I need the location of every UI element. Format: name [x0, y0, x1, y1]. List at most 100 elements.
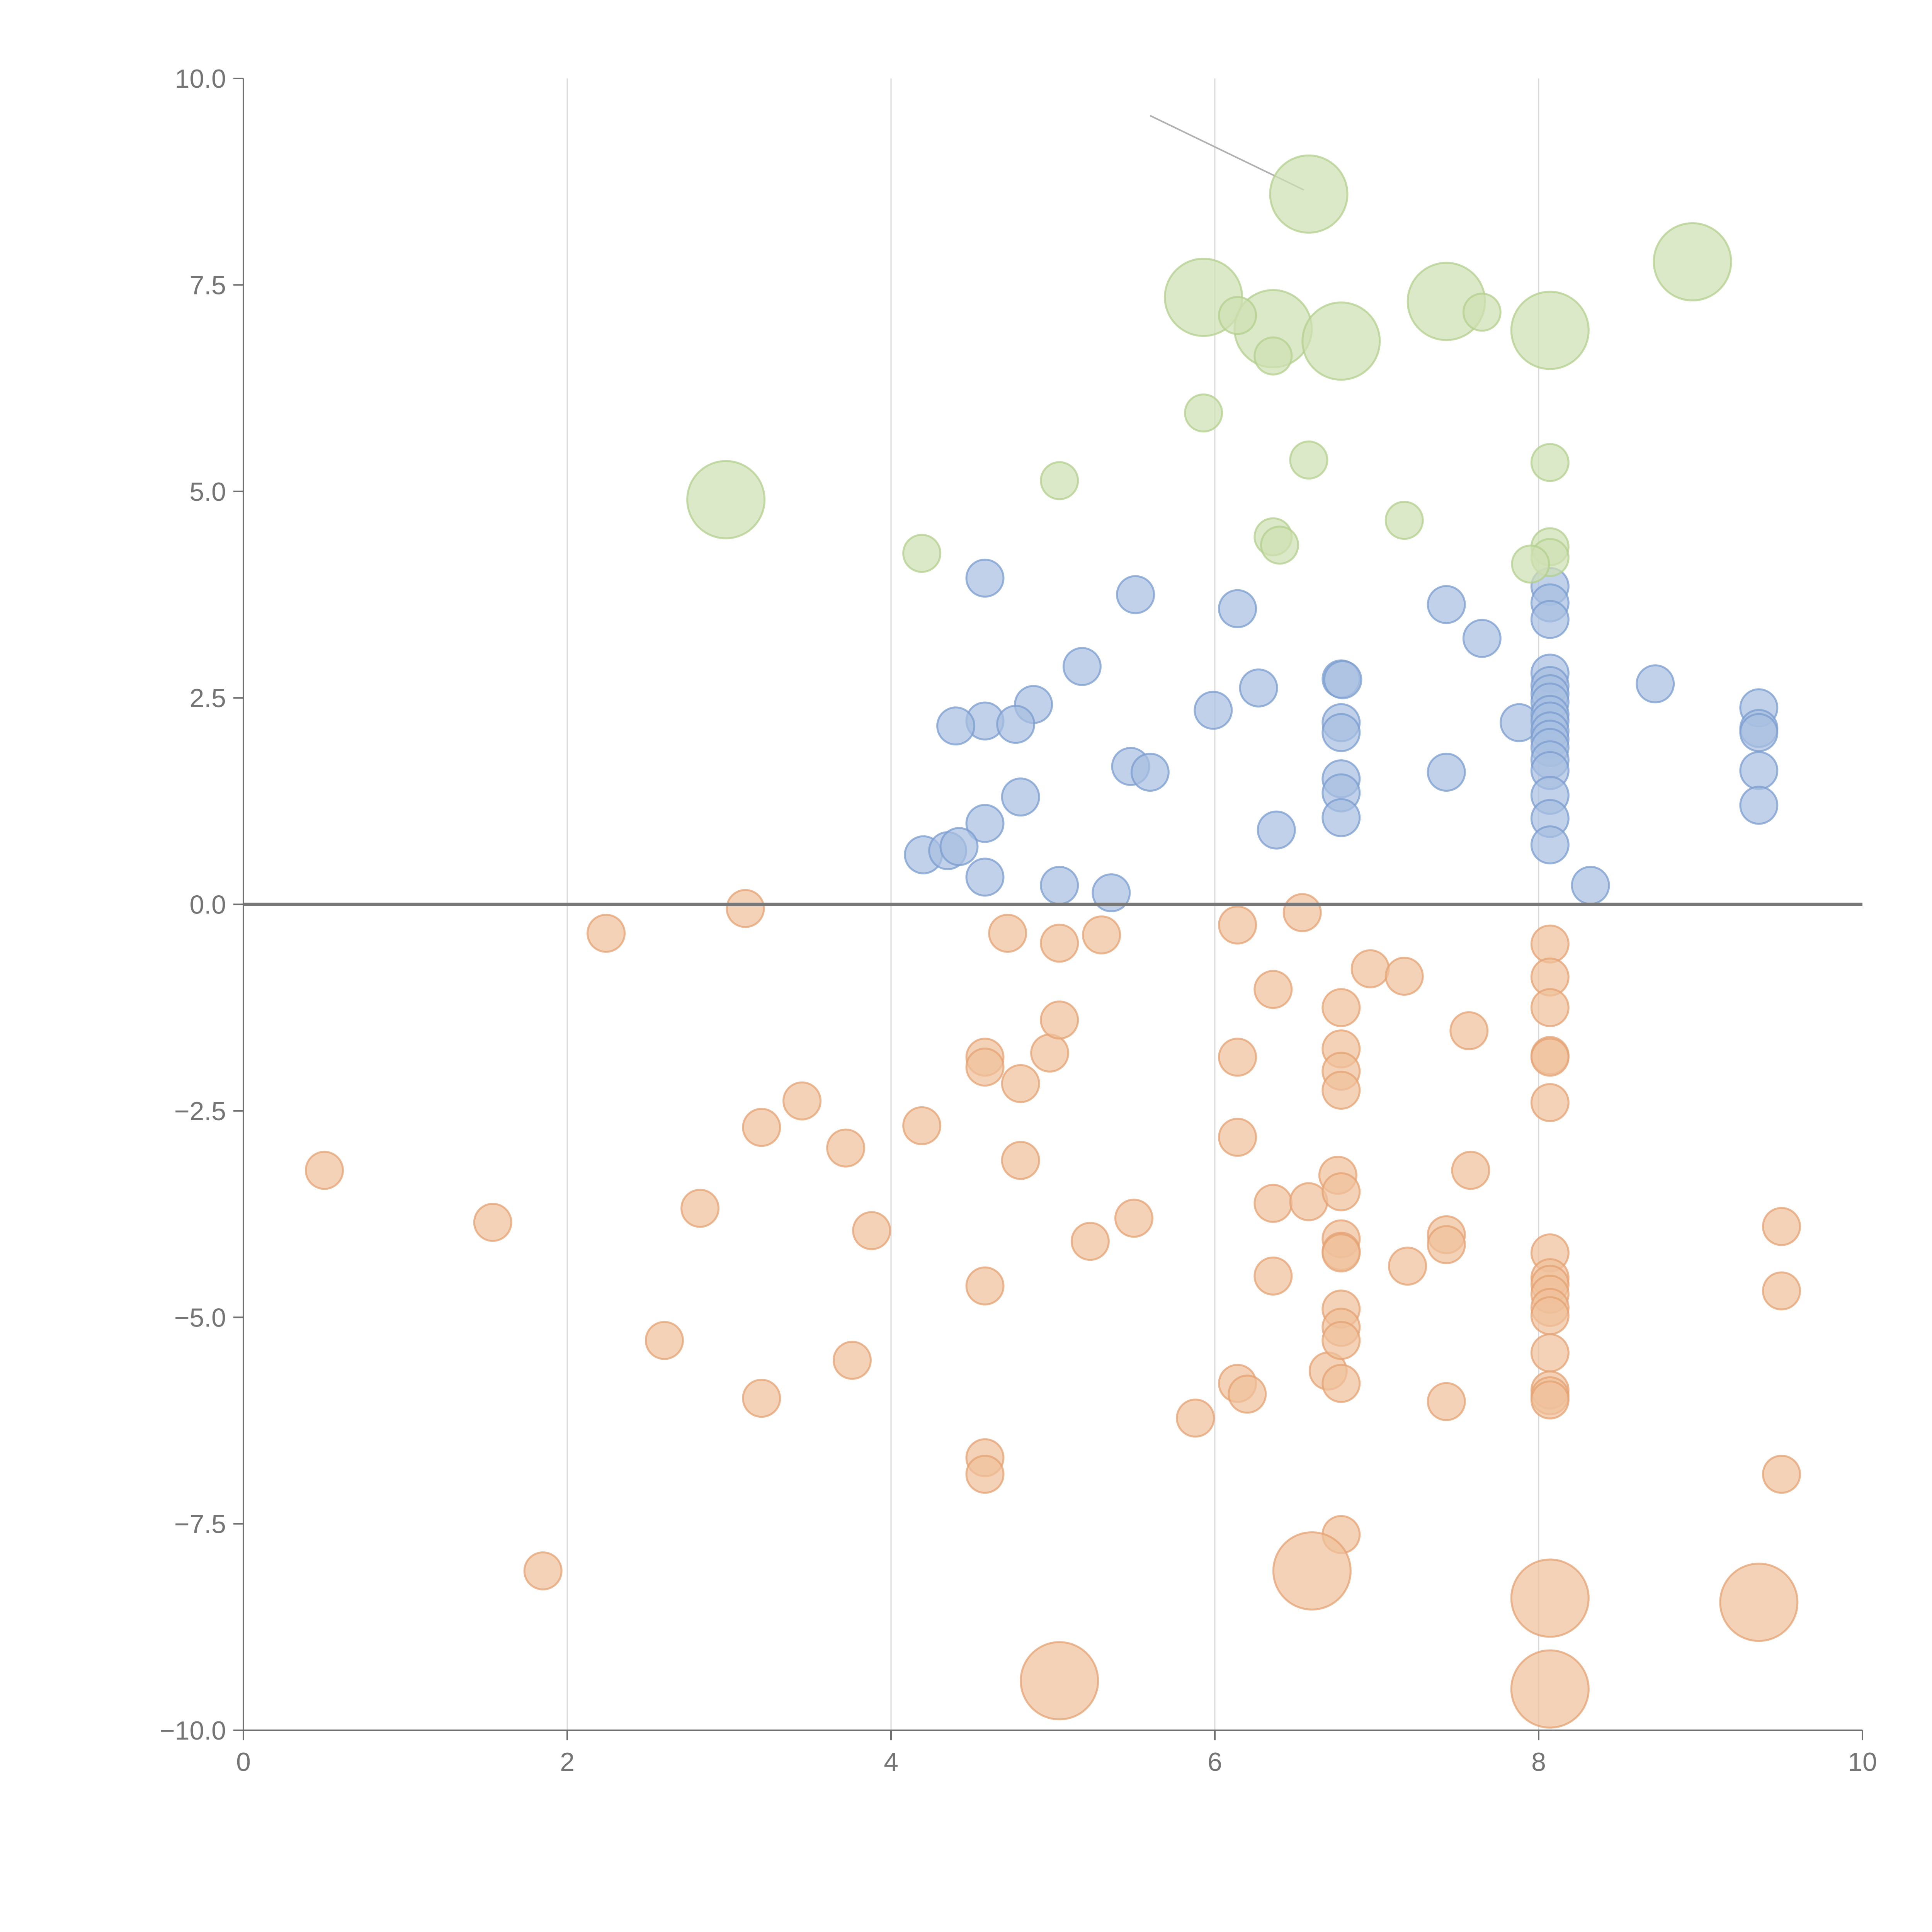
data-point-series1-59: [1427, 1382, 1466, 1421]
data-point-series0-28: [1257, 810, 1296, 850]
data-point-series1-0: [305, 1151, 344, 1190]
data-point-series1-24: [1040, 1000, 1079, 1040]
data-point-series1-20: [1001, 1064, 1040, 1103]
data-point-series1-8: [742, 1379, 781, 1418]
x-axis-ticks: 0 2 4 6 8 10: [236, 1730, 1877, 1777]
data-point-series0-29: [1427, 753, 1466, 792]
data-point-series1-28: [1176, 1398, 1215, 1438]
data-point-series1-80: [1762, 1454, 1801, 1494]
data-point-series1-58: [1427, 1225, 1466, 1264]
data-point-series0-10: [1194, 690, 1233, 730]
data-point-series0-1: [1116, 575, 1155, 614]
data-point-series0-33: [965, 857, 1005, 897]
data-point-series2-21: [1511, 544, 1550, 584]
data-point-series1-52: [1321, 1364, 1361, 1403]
x-tick-label: 2: [560, 1747, 575, 1777]
data-point-series2-8: [1218, 296, 1257, 335]
data-point-series1-81: [1272, 1531, 1352, 1611]
data-point-series1-16: [965, 1266, 1005, 1306]
data-point-series1-18: [965, 1454, 1005, 1494]
data-point-series2-12: [1289, 440, 1328, 480]
y-tick-label: −7.5: [174, 1510, 226, 1539]
data-point-series0-3: [1427, 585, 1466, 624]
data-point-series0-0: [965, 558, 1005, 598]
data-point-series1-6: [726, 889, 765, 928]
data-point-series1-35: [1253, 1184, 1293, 1223]
data-point-series1-26: [1082, 915, 1121, 955]
data-point-series1-78: [1762, 1207, 1801, 1246]
data-point-series0-36: [1571, 866, 1610, 905]
data-point-series2-1: [1653, 222, 1732, 302]
data-point-series0-9: [936, 706, 976, 746]
data-point-series2-0: [1269, 154, 1349, 234]
data-point-series1-56: [1388, 1247, 1427, 1286]
data-point-series2-9: [1253, 336, 1293, 376]
data-point-series2-10: [1462, 293, 1502, 332]
data-point-series0-24: [965, 804, 1005, 843]
data-point-series1-67: [1530, 1083, 1570, 1122]
data-point-series1-37: [1282, 893, 1322, 932]
y-axis-ticks: 10.0 7.5 5.0 2.5 0.0 −2.5 −5.0 −7.5 −10.0: [160, 64, 243, 1745]
data-point-series0-23: [1001, 777, 1040, 817]
data-point-series0-11: [1239, 668, 1278, 707]
data-point-series2-5: [1301, 301, 1381, 381]
y-tick-label: 7.5: [189, 270, 226, 300]
data-point-series1-61: [1451, 1151, 1490, 1190]
data-point-series1-7: [742, 1108, 781, 1147]
data-point-series1-83: [1719, 1563, 1799, 1642]
data-point-series0-15: [1321, 713, 1361, 752]
data-point-series0-34: [1040, 866, 1079, 905]
data-point-series1-21: [1001, 1141, 1040, 1180]
data-point-series0-37: [1739, 751, 1779, 790]
data-point-series1-51: [1321, 1321, 1361, 1360]
y-tick-label: −5.0: [174, 1303, 226, 1332]
data-point-series1-60: [1449, 1011, 1489, 1051]
data-point-series1-82: [1510, 1558, 1590, 1638]
y-tick-label: 5.0: [189, 477, 226, 507]
data-point-series2-13: [1040, 461, 1079, 500]
data-point-series1-15: [965, 1048, 1005, 1087]
data-point-series1-2: [523, 1551, 563, 1590]
data-point-series1-1: [473, 1202, 512, 1242]
data-point-series0-20: [1739, 713, 1779, 752]
data-point-series1-30: [1218, 1037, 1257, 1077]
data-point-series1-3: [587, 913, 626, 953]
data-point-series1-4: [645, 1321, 684, 1360]
data-point-series1-22: [1030, 1033, 1070, 1073]
data-point-series0-16: [1636, 664, 1675, 704]
x-tick-label: 8: [1531, 1747, 1546, 1777]
data-point-series0-27: [1321, 798, 1361, 837]
y-tick-label: −10.0: [160, 1716, 226, 1745]
data-point-series1-54: [1350, 949, 1390, 988]
data-point-series1-10: [826, 1128, 866, 1168]
data-point-series1-27: [1114, 1199, 1153, 1238]
y-tick-label: 10.0: [175, 64, 226, 94]
data-point-series1-9: [782, 1081, 822, 1121]
data-point-series1-77: [1530, 1380, 1570, 1420]
data-point-series1-48: [1321, 1233, 1361, 1273]
data-point-series2-7: [686, 460, 766, 539]
data-point-series0-8: [996, 705, 1036, 744]
data-point-series0-13: [1323, 660, 1362, 699]
data-point-series2-11: [1184, 393, 1223, 433]
data-point-series1-66: [1530, 1037, 1570, 1077]
x-tick-label: 6: [1208, 1747, 1222, 1777]
data-point-series0-38: [1739, 786, 1779, 825]
data-point-series2-17: [1260, 526, 1299, 565]
data-point-series1-34: [1253, 970, 1293, 1009]
x-tick-label: 4: [884, 1747, 898, 1777]
data-point-series1-5: [680, 1189, 720, 1228]
data-point-series0-32: [939, 827, 979, 866]
data-point-series2-6: [1510, 291, 1590, 370]
data-point-series1-11: [832, 1340, 872, 1380]
data-point-series1-23: [1040, 923, 1079, 963]
data-point-series1-84: [1020, 1641, 1099, 1721]
data-point-series0-2: [1218, 589, 1257, 628]
data-point-series1-55: [1384, 956, 1424, 996]
data-points: [305, 154, 1801, 1729]
data-point-series1-74: [1530, 1333, 1570, 1372]
data-point-series0-35: [1092, 873, 1131, 913]
data-point-series1-19: [988, 913, 1027, 953]
data-point-series1-13: [902, 1106, 942, 1145]
